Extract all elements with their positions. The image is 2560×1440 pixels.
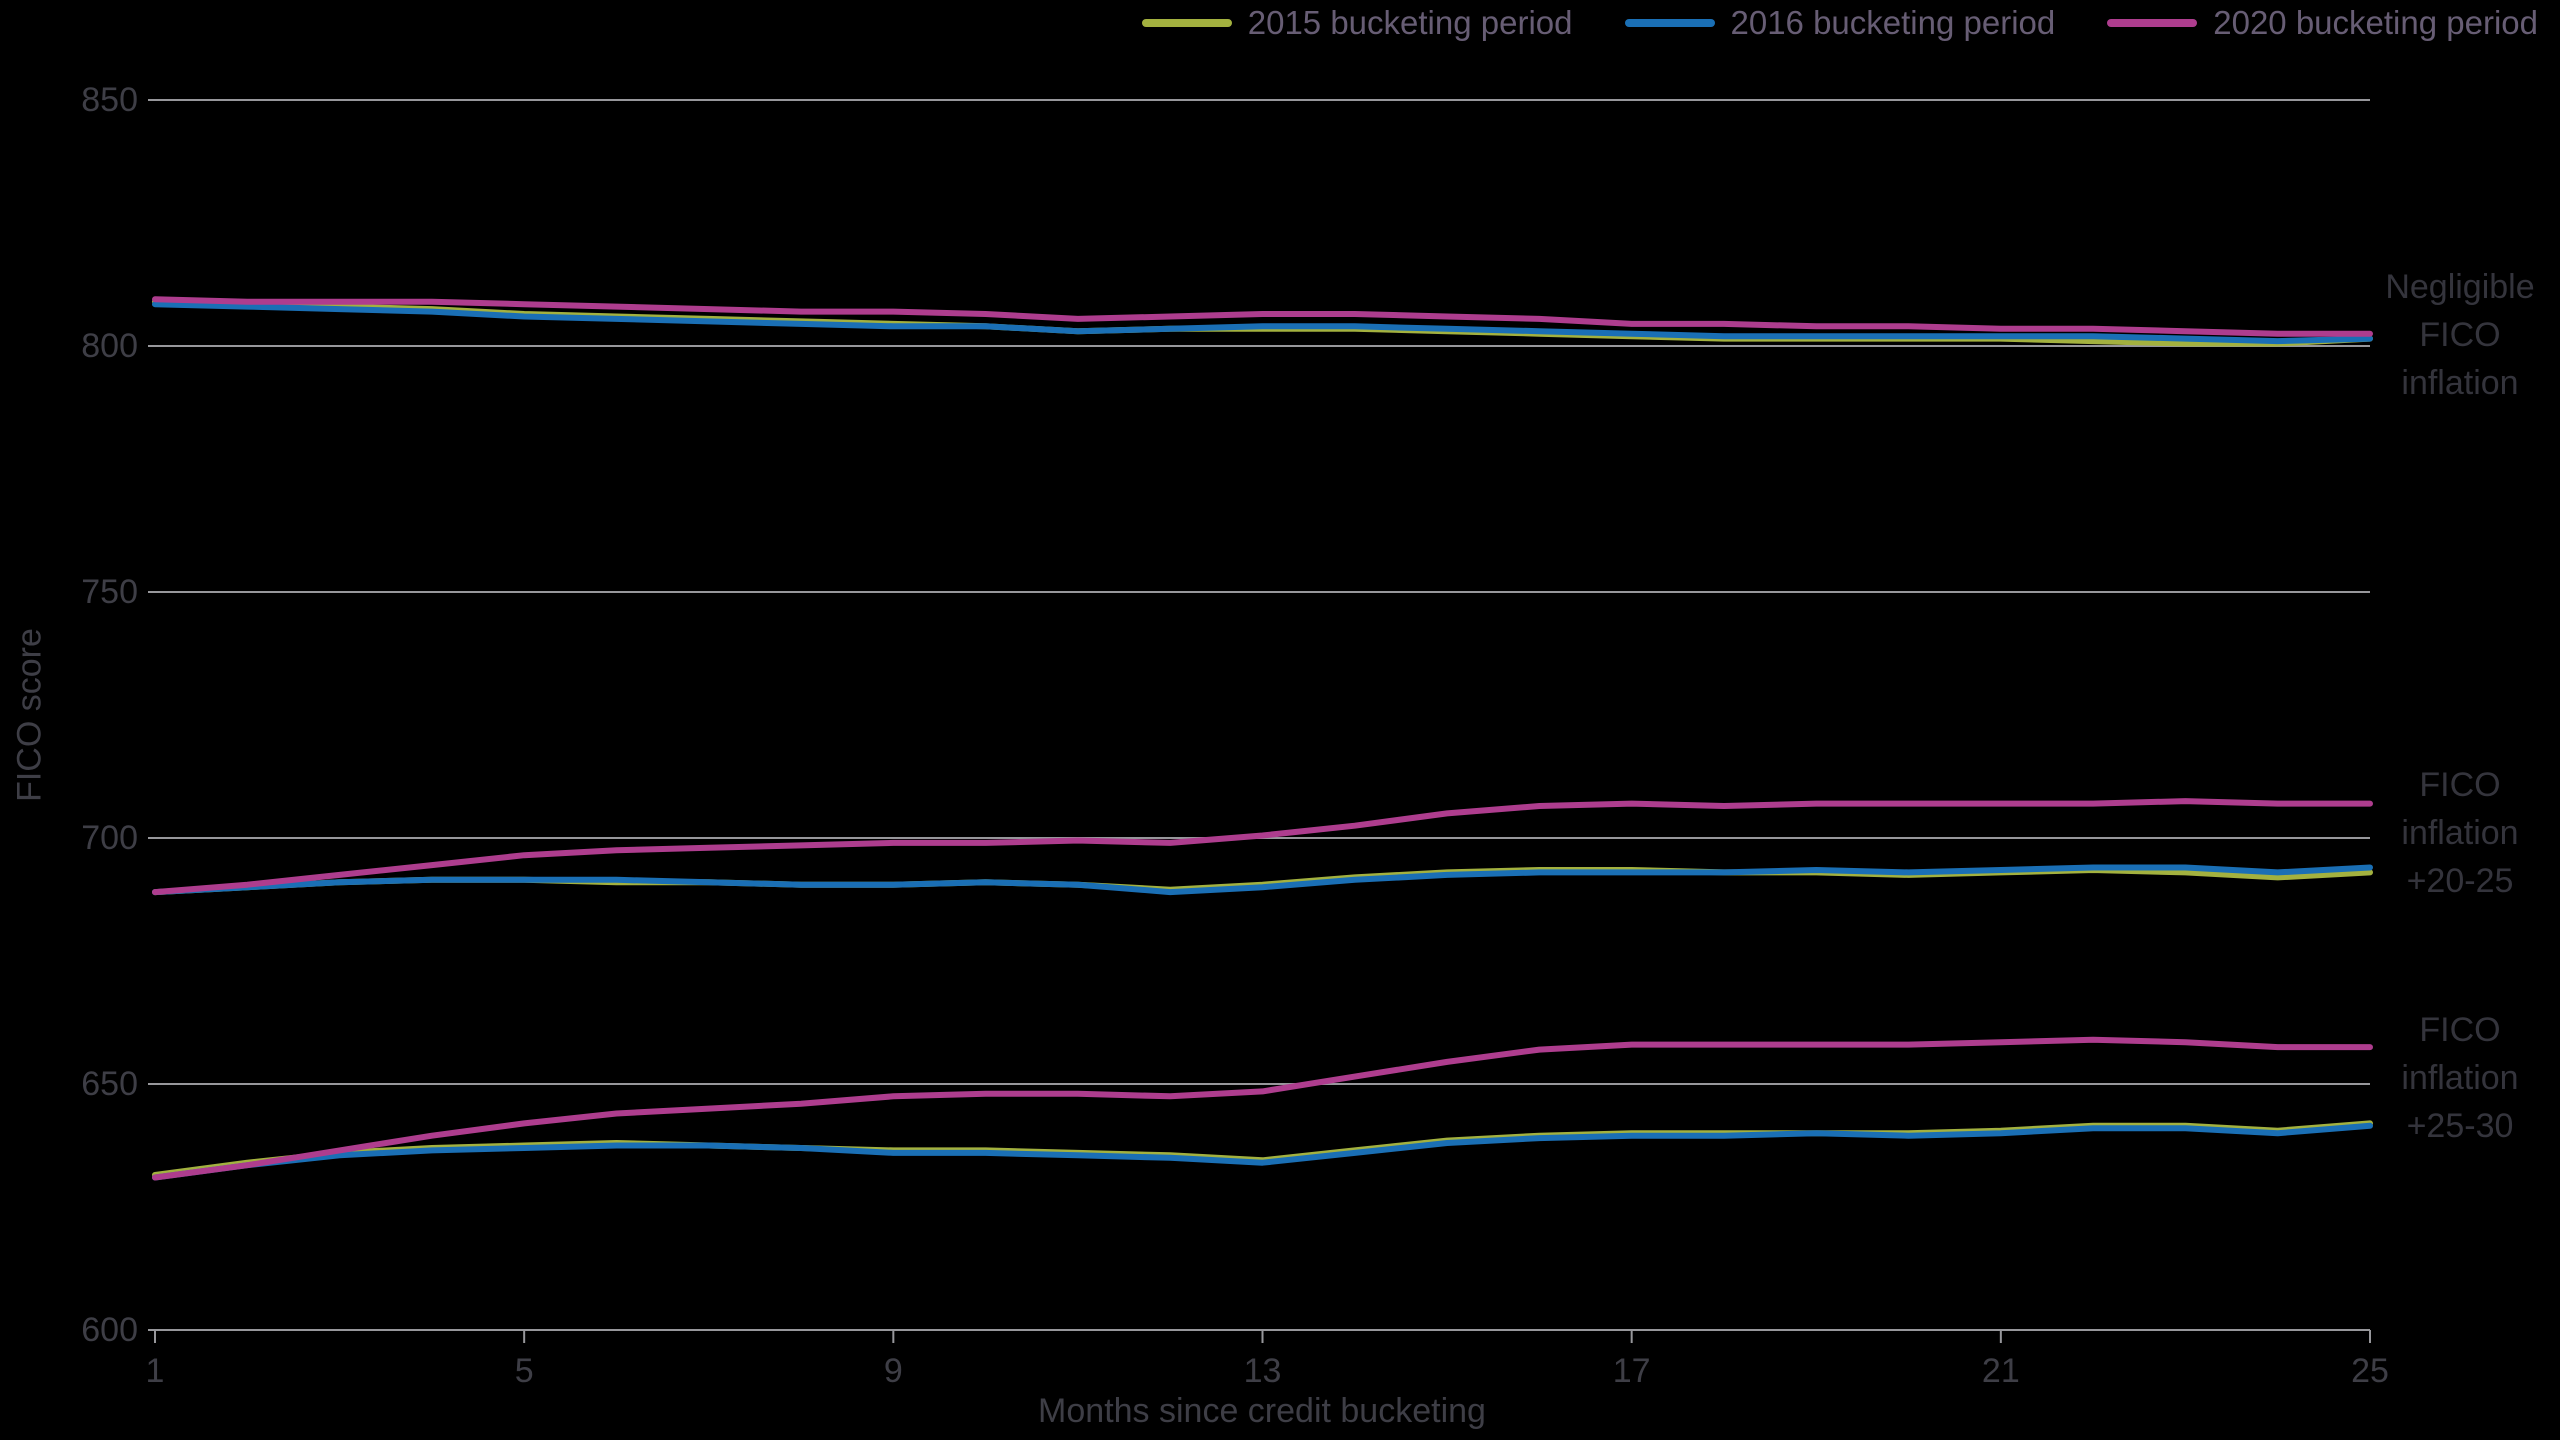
- series-line-2016-bucketing-period: [152, 1122, 2373, 1181]
- annotation-line: +25-30: [2406, 1107, 2514, 1145]
- legend-label-2020: 2020 bucketing period: [2213, 4, 2538, 41]
- annotation-fico-inflation-plus-25-30: FICO inflation +25-30: [2368, 1006, 2552, 1150]
- legend-label-2016: 2016 bucketing period: [1730, 4, 2056, 41]
- annotation-fico-inflation-plus-20-25: FICO inflation +20-25: [2368, 761, 2552, 905]
- annotation-line: Negligible: [2385, 268, 2535, 306]
- legend-line-swatch-2020-icon: [2107, 18, 2198, 27]
- x-tick-label-17: 17: [1613, 1352, 1651, 1390]
- y-tick-label-800: 800: [81, 327, 138, 365]
- x-tick-label-5: 5: [515, 1352, 534, 1390]
- chart-legend: 2015 bucketing period 2016 bucketing per…: [1141, 4, 2538, 41]
- series-line-2020-bucketing-period: [152, 1036, 2373, 1181]
- y-tick-label-600: 600: [81, 1311, 138, 1349]
- legend-item-2020: 2020 bucketing period: [2107, 6, 2538, 39]
- legend-line-swatch-2015-icon: [1141, 18, 1232, 27]
- y-tick-label-700: 700: [81, 819, 138, 857]
- series-line-2020-bucketing-period: [152, 296, 2373, 337]
- legend-item-2015: 2015 bucketing period: [1141, 4, 1573, 41]
- x-tick-label-1: 1: [146, 1352, 165, 1390]
- x-tick-label-21: 21: [1982, 1352, 2020, 1390]
- annotation-negligible-fico-inflation: Negligible FICO inflation: [2368, 263, 2552, 407]
- y-tick-label-850: 850: [81, 81, 138, 119]
- x-tick-label-13: 13: [1244, 1352, 1282, 1390]
- y-tick-label-750: 750: [81, 573, 138, 611]
- annotation-line: inflation: [2401, 1059, 2519, 1097]
- series-line-2016-bucketing-period: [152, 301, 2373, 345]
- annotation-line: inflation: [2401, 814, 2519, 852]
- x-axis-title: Months since credit bucketing: [1038, 1392, 1486, 1430]
- annotation-line: +20-25: [2406, 862, 2514, 900]
- annotation-line: FICO: [2419, 1011, 2501, 1049]
- annotation-line: FICO: [2419, 766, 2501, 804]
- legend-label-2015: 2015 bucketing period: [1247, 4, 1573, 41]
- legend-line-swatch-2016-icon: [1624, 18, 1715, 27]
- x-tick-label-25: 25: [2351, 1352, 2389, 1390]
- y-tick-label-650: 650: [81, 1065, 138, 1103]
- series-line-2020-bucketing-period: [152, 798, 2373, 896]
- y-axis-title: FICO score: [10, 628, 49, 802]
- annotation-line: FICO: [2419, 316, 2501, 354]
- legend-item-2016: 2016 bucketing period: [1624, 4, 2056, 41]
- x-tick-label-9: 9: [884, 1352, 903, 1390]
- annotation-line: inflation: [2401, 364, 2519, 402]
- series-line-2016-bucketing-period: [152, 864, 2373, 896]
